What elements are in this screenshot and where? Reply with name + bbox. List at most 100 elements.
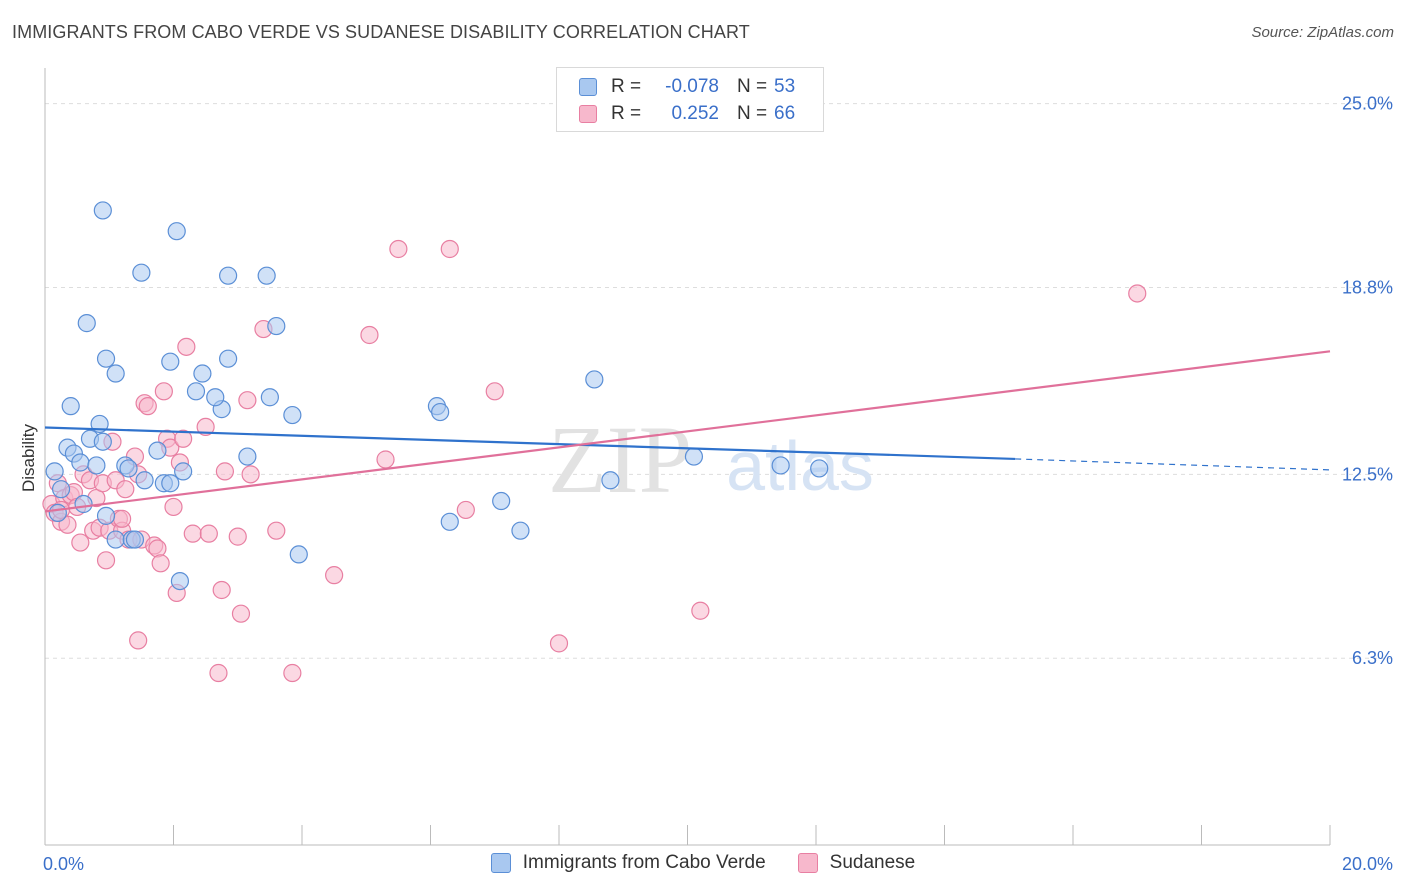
cabo-verde-point xyxy=(45,462,64,481)
sudanese-point xyxy=(389,239,408,259)
legend-n-label: N = xyxy=(737,76,768,97)
cabo-verde-trend-line xyxy=(44,426,1016,461)
cabo-verde-point xyxy=(48,503,67,522)
cabo-verde-point xyxy=(810,459,829,478)
sudanese-point xyxy=(164,497,183,517)
cabo-verde-point xyxy=(193,364,212,383)
sudanese-point xyxy=(228,527,247,546)
sudanese-point xyxy=(199,524,218,543)
cabo-verde-point xyxy=(125,530,145,549)
cabo-verde-point xyxy=(74,494,93,514)
source-credit: Source: ZipAtlas.com xyxy=(1251,24,1394,41)
cabo-verde-point xyxy=(267,316,286,336)
sudanese-point xyxy=(360,325,379,345)
cabo-verde-point xyxy=(257,266,276,285)
cabo-verde-point xyxy=(174,462,193,481)
sudanese-point xyxy=(196,417,215,436)
x-tick-label-left: 0.0% xyxy=(43,854,84,874)
sudanese-point xyxy=(1128,284,1147,303)
cabo-verde-point xyxy=(119,459,138,478)
cabo-verde-point xyxy=(260,388,279,407)
sudanese-point xyxy=(174,429,193,448)
sudanese-point xyxy=(71,533,90,552)
chart-title: IMMIGRANTS FROM CABO VERDE VS SUDANESE D… xyxy=(12,22,750,42)
cabo-verde-point xyxy=(96,506,116,525)
cabo-verde-point xyxy=(492,491,511,511)
cabo-verde-point xyxy=(440,512,459,531)
cabo-verde-point xyxy=(132,263,151,282)
sudanese-point xyxy=(215,462,234,481)
legend-r-label: R = xyxy=(611,76,642,97)
sudanese-point xyxy=(485,382,504,401)
cabo-verde-point xyxy=(206,388,225,407)
watermark: ZIP atlas xyxy=(548,406,874,513)
sudanese-point xyxy=(691,601,710,620)
cabo-verde-point xyxy=(77,314,96,333)
cabo-verde-point xyxy=(238,447,257,466)
legend-n-label: N = xyxy=(737,103,768,124)
axes xyxy=(44,68,1331,846)
legend-swatch-pink xyxy=(579,105,597,123)
sudanese-point xyxy=(112,509,132,528)
cabo-verde-point xyxy=(148,441,167,460)
x-tick-label-right: 20.0% xyxy=(1342,854,1393,874)
cabo-verde-point xyxy=(135,471,154,490)
cabo-verde-point xyxy=(161,474,180,493)
cabo-verde-point xyxy=(186,382,206,401)
sudanese-point xyxy=(440,239,459,259)
sudanese-point xyxy=(283,663,302,683)
cabo-verde-point xyxy=(106,364,125,383)
sudanese-trend-line xyxy=(44,350,1331,513)
sudanese-point xyxy=(267,521,286,540)
sudanese-point xyxy=(183,524,202,543)
legend-n-value: 53 xyxy=(774,76,796,97)
series-legend-label: Sudanese xyxy=(829,852,916,873)
legend-r-value: 0.252 xyxy=(671,103,719,124)
sudanese-point xyxy=(209,663,228,683)
cabo-verde-points xyxy=(45,201,829,591)
cabo-verde-trend-extension xyxy=(1015,458,1331,471)
series-legend-item-cabo-verde[interactable]: Immigrants from Cabo Verde xyxy=(490,852,766,874)
cabo-verde-point xyxy=(771,456,790,475)
sudanese-point xyxy=(325,566,344,585)
cabo-verde-point xyxy=(601,471,620,490)
series-swatch-pink xyxy=(797,853,818,873)
legend-r-label: R = xyxy=(611,103,642,124)
sudanese-point xyxy=(148,539,167,558)
legend-r-value: -0.078 xyxy=(665,76,719,97)
y-tick-label: 6.3% xyxy=(1352,648,1393,668)
cabo-verde-point xyxy=(511,521,530,540)
cabo-verde-point xyxy=(96,349,116,368)
axis-labels: 6.3% 12.5% 18.8% 25.0% 0.0% 20.0% Disability xyxy=(19,94,1393,874)
series-legend-item-sudanese[interactable]: Sudanese xyxy=(797,852,916,874)
sudanese-point xyxy=(241,465,260,484)
y-tick-label: 18.8% xyxy=(1342,278,1393,298)
correlation-legend: R = -0.078 N = 53 R = 0.252 N = 66 xyxy=(556,67,824,132)
cabo-verde-point xyxy=(161,352,180,371)
cabo-verde-point xyxy=(61,397,80,416)
legend-swatch-blue xyxy=(579,78,597,96)
series-legend: Immigrants from Cabo Verde Sudanese xyxy=(0,852,1406,874)
cabo-verde-point xyxy=(170,571,190,591)
watermark-atlas: atlas xyxy=(726,427,874,505)
cabo-verde-point xyxy=(431,402,450,422)
series-legend-label: Immigrants from Cabo Verde xyxy=(522,852,766,873)
cabo-verde-point xyxy=(51,480,71,499)
legend-n-value: 66 xyxy=(774,103,796,124)
sudanese-point xyxy=(116,480,135,499)
cabo-verde-point xyxy=(585,370,604,389)
cabo-verde-point xyxy=(93,201,112,220)
cabo-verde-point xyxy=(93,432,112,451)
sudanese-point xyxy=(177,337,196,356)
legend-row-cabo-verde: R = -0.078 N = 53 xyxy=(579,75,795,99)
sudanese-point xyxy=(231,604,251,623)
sudanese-point xyxy=(151,554,170,573)
cabo-verde-point xyxy=(219,349,238,368)
sudanese-point xyxy=(138,397,157,416)
cabo-verde-point xyxy=(87,456,106,475)
sudanese-point xyxy=(96,551,116,570)
sudanese-point xyxy=(212,580,231,600)
cabo-verde-point xyxy=(219,266,238,285)
cabo-verde-point xyxy=(684,447,704,466)
